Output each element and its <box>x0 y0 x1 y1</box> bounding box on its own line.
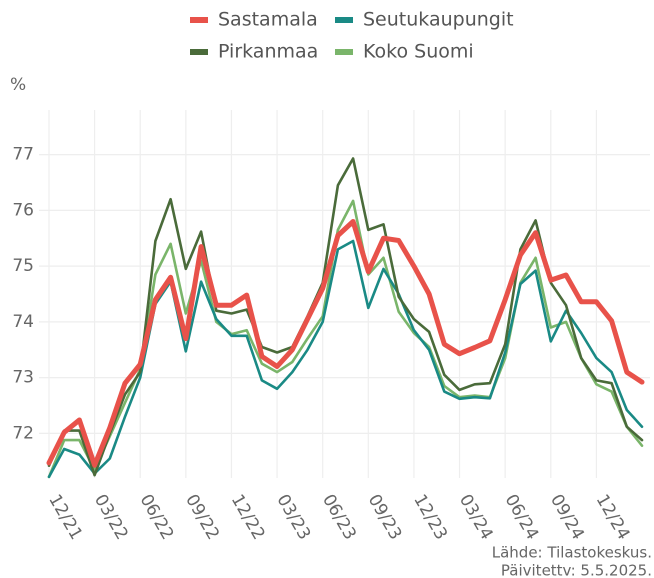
y-tick-label: 74 <box>12 312 34 332</box>
x-tick-label: 09/23 <box>364 491 406 543</box>
x-tick-label: 03/24 <box>455 491 497 543</box>
x-tick-label: 09/22 <box>181 491 223 543</box>
x-tick-label: 06/24 <box>500 491 542 543</box>
legend-label: Seutukaupungit <box>363 9 514 31</box>
update-note: Päivitettv: 5.5.2025. <box>501 562 652 578</box>
series-line <box>46 219 645 468</box>
series-line <box>47 239 644 479</box>
legend-label: Koko Suomi <box>363 41 474 63</box>
x-tick-label: 06/23 <box>318 491 360 543</box>
x-tick-label: 09/24 <box>546 491 588 543</box>
y-tick-label: 73 <box>12 368 34 388</box>
y-tick-label: 72 <box>12 423 34 443</box>
source-note: Lähde: Tilastokeskus. <box>492 544 652 562</box>
legend-label: Pirkanmaa <box>218 41 318 63</box>
x-tick-label: 03/22 <box>90 491 132 543</box>
y-tick-label: 75 <box>12 256 34 276</box>
series-line <box>47 157 644 477</box>
x-tick-label: 12/22 <box>227 491 269 543</box>
legend-label: Sastamala <box>218 9 318 31</box>
x-tick-label: 06/22 <box>136 491 178 543</box>
x-tick-label: 12/23 <box>409 491 451 543</box>
y-tick-label: 77 <box>12 145 34 165</box>
x-tick-label: 03/23 <box>272 491 314 543</box>
y-axis-label: % <box>10 75 26 95</box>
y-tick-label: 76 <box>12 200 34 220</box>
x-tick-label: 12/21 <box>44 491 86 543</box>
legend: Sastamala Pirkanmaa Seutukaupungit Koko Suo… <box>190 9 514 63</box>
x-tick-label: 12/24 <box>592 491 634 543</box>
